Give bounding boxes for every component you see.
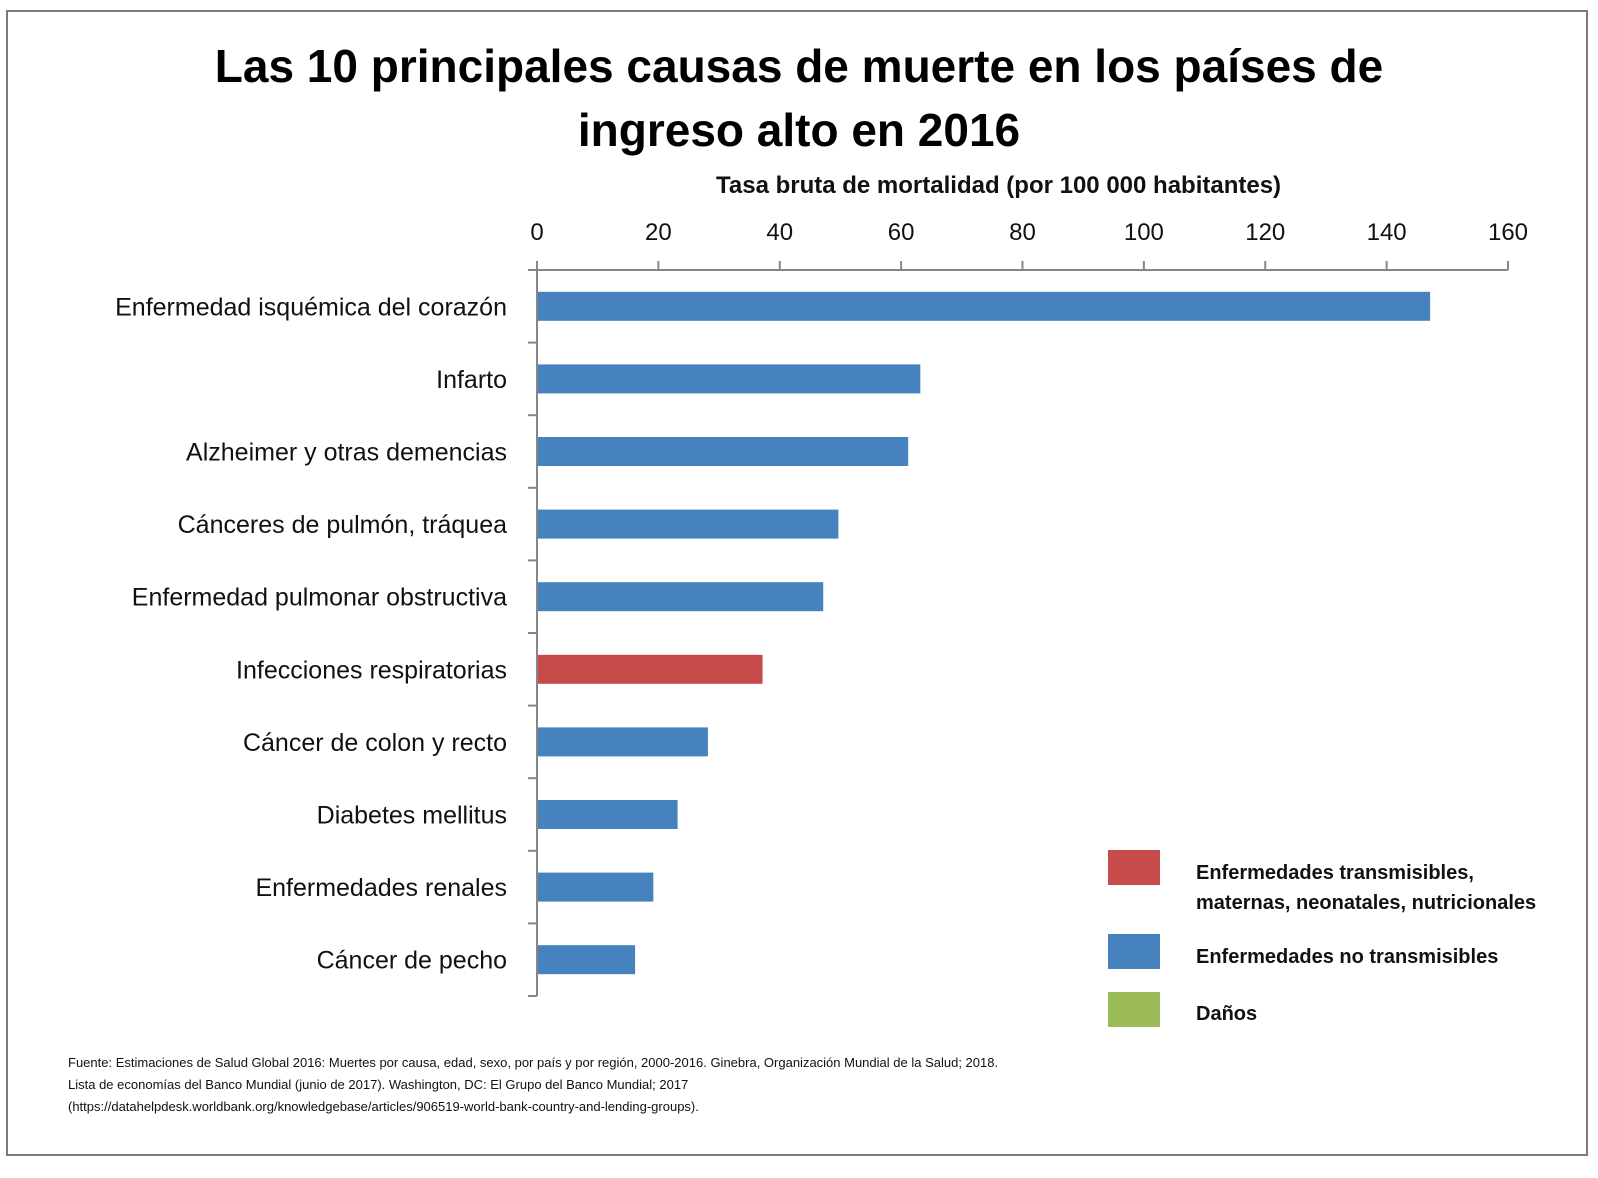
legend-label-injuries: Daños <box>1196 1003 1258 1025</box>
category-label: Cánceres de pulmón, tráquea <box>178 511 507 539</box>
bar <box>538 654 763 684</box>
legend-item-transmissible: Enfermedades transmisibles, maternas, ne… <box>1108 850 1536 914</box>
category-label: Cáncer de colon y recto <box>243 729 507 757</box>
source-line-1: Fuente: Estimaciones de Salud Global 201… <box>68 1055 999 1070</box>
chart-title: Las 10 principales causas de muerte en l… <box>0 34 1598 162</box>
bar <box>538 800 678 829</box>
category-label: Infarto <box>436 366 507 394</box>
legend-swatch-non-transmissible <box>1108 934 1160 969</box>
category-label: Enfermedades renales <box>255 874 507 902</box>
category-label: Infecciones respiratorias <box>236 656 507 684</box>
legend-label-transmissible-line-2: maternas, neonatales, nutricionales <box>1196 892 1537 914</box>
source-line-2: Lista de economías del Banco Mundial (ju… <box>68 1077 689 1092</box>
legend-item-non-transmissible: Enfermedades no transmisibles <box>1108 934 1498 969</box>
legend-label-transmissible: Enfermedades transmisibles, maternas, ne… <box>1196 858 1596 918</box>
source-line-3: (https://datahelpdesk.worldbank.org/know… <box>68 1099 699 1114</box>
source-note: Fuente: Estimaciones de Salud Global 201… <box>68 1052 998 1118</box>
legend-swatch-transmissible <box>1108 850 1160 885</box>
bar <box>538 582 824 612</box>
x-tick-label: 120 <box>1245 219 1285 246</box>
category-label: Enfermedad isquémica del corazón <box>115 293 507 321</box>
x-tick-label: 60 <box>888 219 915 246</box>
x-tick-label: 20 <box>645 219 672 246</box>
legend-item-injuries: Daños <box>1108 992 1257 1027</box>
category-label: Enfermedad pulmonar obstructiva <box>132 584 507 612</box>
bar <box>538 509 839 539</box>
legend-label-non-transmissible: Enfermedades no transmisibles <box>1196 946 1499 968</box>
category-label: Diabetes mellitus <box>317 802 507 830</box>
bar <box>538 945 636 975</box>
legend-swatch-injuries <box>1108 992 1160 1027</box>
category-label: Cáncer de pecho <box>317 947 507 975</box>
x-tick-label: 160 <box>1488 219 1528 246</box>
category-label: Alzheimer y otras demencias <box>186 439 507 467</box>
x-tick-label: 140 <box>1367 219 1407 246</box>
bar <box>538 727 708 757</box>
bar <box>538 437 909 466</box>
x-tick-label: 80 <box>1009 219 1036 246</box>
bar <box>538 291 1431 321</box>
x-axis-label: Tasa bruta de mortalidad (por 100 000 ha… <box>716 172 1282 199</box>
legend-label-transmissible-line-1: Enfermedades transmisibles, <box>1196 862 1474 884</box>
chart-title-line-1: Las 10 principales causas de muerte en l… <box>214 40 1384 92</box>
chart-title-line-2: ingreso alto en 2016 <box>577 104 1021 156</box>
x-tick-label: 100 <box>1124 219 1164 246</box>
x-tick-label: 40 <box>766 219 793 246</box>
x-tick-label: 0 <box>530 219 543 246</box>
bar <box>538 872 654 902</box>
bar <box>538 364 921 394</box>
